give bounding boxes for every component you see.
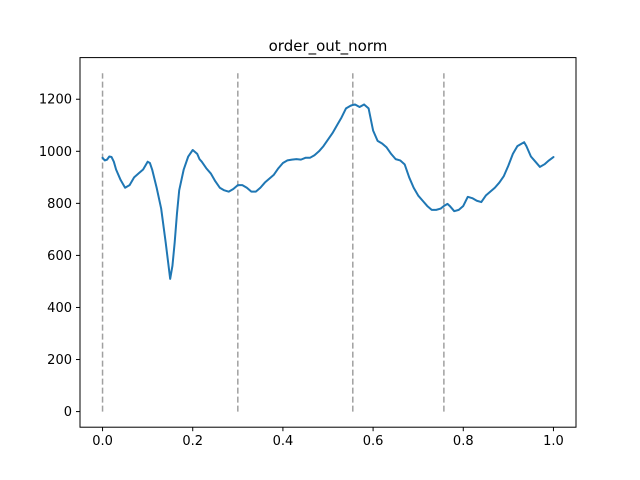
x-tick-label: 0.2 bbox=[182, 434, 203, 449]
y-tick-label: 600 bbox=[47, 249, 72, 264]
x-tick-label: 0.6 bbox=[363, 434, 384, 449]
x-tick-label: 0.0 bbox=[92, 434, 113, 449]
vertical-marker-lines bbox=[101, 73, 445, 412]
chart-title: order_out_norm bbox=[269, 37, 388, 56]
y-tick-label: 200 bbox=[47, 353, 72, 368]
y-tick-label: 800 bbox=[47, 197, 72, 212]
x-axis: 0.0 0.2 0.4 0.6 0.8 1.0 bbox=[92, 427, 564, 449]
plot-frame bbox=[79, 57, 577, 428]
x-tick-label: 0.4 bbox=[273, 434, 294, 449]
y-axis: 0 200 400 600 800 1000 1200 bbox=[39, 93, 80, 420]
y-tick-label: 400 bbox=[47, 301, 72, 316]
x-tick-label: 1.0 bbox=[543, 434, 564, 449]
series-line-0 bbox=[101, 103, 555, 280]
data-series bbox=[101, 103, 555, 280]
y-tick-label: 1200 bbox=[39, 93, 72, 108]
y-tick-label: 1000 bbox=[39, 145, 72, 160]
y-tick-label: 0 bbox=[64, 405, 72, 420]
x-tick-label: 0.8 bbox=[453, 434, 474, 449]
